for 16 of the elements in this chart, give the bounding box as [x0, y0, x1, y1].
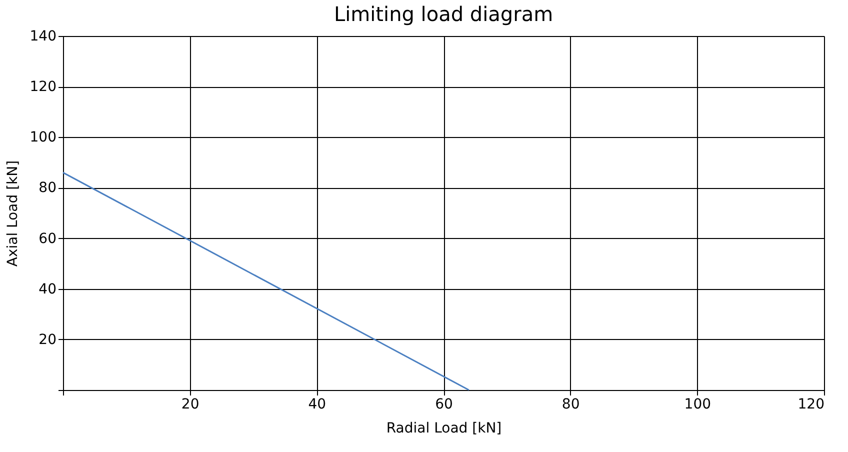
x-axis-title: Radial Load [kN]: [386, 420, 502, 436]
x-tick-label: 60: [435, 396, 453, 412]
y-tick-label: 80: [38, 180, 56, 196]
y-tick-label: 40: [38, 281, 56, 298]
y-tick-label: 120: [30, 79, 56, 96]
x-tick-label: 20: [181, 396, 200, 412]
x-tick-label: 100: [684, 396, 712, 412]
y-tick-label: 20: [38, 332, 56, 348]
y-tick-label: 140: [30, 28, 56, 44]
x-tick-label: 40: [308, 396, 326, 412]
y-tick-label: 100: [30, 130, 56, 146]
y-tick-label: 60: [38, 230, 56, 247]
x-tick-label: 80: [562, 396, 580, 412]
chart-title: Limiting load diagram: [334, 2, 554, 26]
y-axis-title: Axial Load [kN]: [4, 160, 21, 267]
x-tick-label: 120: [798, 396, 824, 412]
